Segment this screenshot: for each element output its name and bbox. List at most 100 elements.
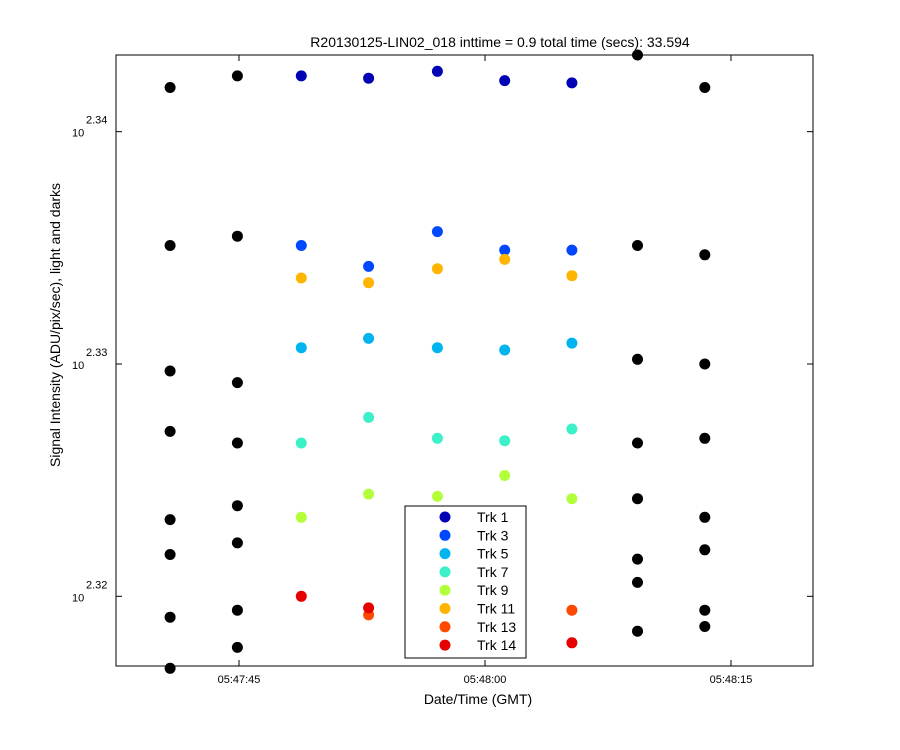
data-point-s10-p1: [632, 240, 643, 251]
data-point-s8-p6: [164, 611, 176, 623]
data-point-s1-p2: [431, 226, 443, 238]
data-point-s5-p3: [499, 253, 511, 265]
data-point-s2-p0: [295, 342, 307, 354]
data-point-s9-p2: [231, 377, 243, 389]
data-point-s3-p0: [295, 437, 307, 449]
data-point-s8-p1: [164, 240, 176, 251]
data-point-s6-p1: [566, 604, 578, 616]
data-point-s11-p6: [699, 604, 711, 616]
legend-marker: [439, 621, 451, 633]
y-axis-label: Signal Intensity (ADU/pix/sec), light an…: [47, 183, 63, 467]
data-point-s9-p7: [231, 641, 243, 653]
data-point-s4-p2: [431, 490, 443, 502]
data-point-s8-p4: [164, 514, 176, 526]
data-point-s10-p3: [632, 437, 643, 449]
y-tick-exponent: 2.32: [86, 579, 107, 591]
data-point-s11-p3: [699, 432, 711, 444]
data-point-s10-p2: [632, 353, 643, 365]
data-point-s1-p0: [295, 240, 307, 251]
data-point-s8-p7: [164, 662, 176, 674]
data-point-s4-p4: [566, 493, 578, 505]
data-point-s4-p1: [363, 488, 375, 500]
legend-label: Trk 11: [477, 601, 515, 617]
legend-marker: [439, 603, 451, 614]
legend-box: [404, 505, 527, 659]
data-point-s11-p0: [699, 82, 711, 93]
data-point-s9-p0: [231, 70, 243, 82]
legend-label: Trk 13: [477, 619, 516, 635]
data-point-s8-p3: [164, 425, 176, 437]
data-point-s5-p2: [431, 263, 443, 275]
data-points: [164, 49, 711, 674]
x-axis-ticks: 05:47:45 05:48:00 05:48:15: [218, 55, 753, 686]
legend-marker: [439, 511, 451, 523]
data-point-s9-p3: [231, 437, 243, 449]
legend-marker: [439, 548, 451, 560]
legend-marker: [439, 584, 451, 596]
legend-marker: [439, 566, 451, 578]
data-point-s2-p3: [499, 344, 511, 356]
data-point-s5-p4: [566, 270, 578, 282]
data-point-s9-p5: [231, 537, 243, 549]
data-point-s2-p2: [431, 342, 443, 354]
legend-label: Trk 14: [477, 637, 516, 653]
data-point-s3-p1: [363, 411, 375, 423]
y-tick-base: 10: [72, 128, 84, 140]
y-tick-exponent: 2.34: [86, 115, 107, 127]
data-point-s8-p2: [164, 365, 176, 377]
data-point-s4-p3: [499, 470, 511, 481]
legend-label: Trk 7: [477, 564, 509, 580]
data-point-s0-p1: [363, 72, 375, 84]
data-point-s3-p2: [431, 432, 443, 444]
data-point-s10-p4: [632, 493, 643, 505]
data-point-s9-p6: [231, 604, 243, 616]
x-tick-label: 05:48:15: [710, 674, 753, 686]
x-axis-label: Date/Time (GMT): [424, 691, 532, 707]
data-point-s9-p4: [231, 500, 243, 512]
data-point-s2-p4: [566, 337, 578, 349]
data-point-s5-p0: [295, 272, 307, 284]
data-point-s3-p3: [499, 435, 511, 447]
chart-title: R20130125-LIN02_018 inttime = 0.9 total …: [310, 34, 690, 50]
data-point-s11-p7: [699, 621, 711, 632]
y-tick-base: 10: [72, 360, 84, 372]
data-point-s11-p4: [699, 511, 711, 523]
data-point-s11-p2: [699, 358, 711, 370]
data-point-s0-p2: [431, 65, 443, 77]
legend-label: Trk 1: [477, 509, 509, 525]
x-tick-label: 05:48:00: [464, 674, 507, 686]
data-point-s10-p5: [632, 553, 643, 565]
data-point-s7-p1: [363, 602, 375, 614]
y-tick-base: 10: [72, 592, 84, 604]
data-point-s8-p0: [164, 82, 176, 93]
data-point-s8-p5: [164, 549, 176, 560]
legend: Trk 1 Trk 3 Trk 5 Trk 7 Trk 9 Trk 11 Trk 13 Trk…: [404, 505, 527, 659]
plot-frame: [115, 54, 814, 667]
data-point-s10-p6: [632, 576, 643, 588]
legend-label: Trk 9: [477, 582, 509, 598]
data-point-s11-p1: [699, 249, 711, 261]
data-point-s7-p2: [566, 637, 578, 649]
legend-label: Trk 3: [477, 527, 509, 543]
data-point-s3-p4: [566, 423, 578, 435]
data-point-s1-p1: [363, 260, 375, 272]
data-point-s9-p1: [231, 230, 243, 242]
data-point-s1-p4: [566, 244, 578, 256]
x-tick-label: 05:47:45: [218, 674, 261, 686]
legend-marker: [439, 529, 451, 541]
data-point-s0-p0: [295, 70, 307, 82]
data-point-s4-p0: [295, 511, 307, 523]
data-point-s7-p0: [295, 590, 307, 602]
legend-label: Trk 5: [477, 546, 509, 562]
data-point-s0-p3: [499, 75, 511, 87]
data-point-s5-p1: [363, 277, 375, 289]
y-tick-exponent: 2.33: [86, 347, 107, 359]
legend-marker: [439, 639, 451, 651]
data-point-s2-p1: [363, 332, 375, 344]
data-point-s1-p3: [499, 244, 511, 256]
data-point-s10-p7: [632, 625, 643, 637]
data-point-s0-p4: [566, 77, 578, 89]
data-point-s11-p5: [699, 544, 711, 556]
